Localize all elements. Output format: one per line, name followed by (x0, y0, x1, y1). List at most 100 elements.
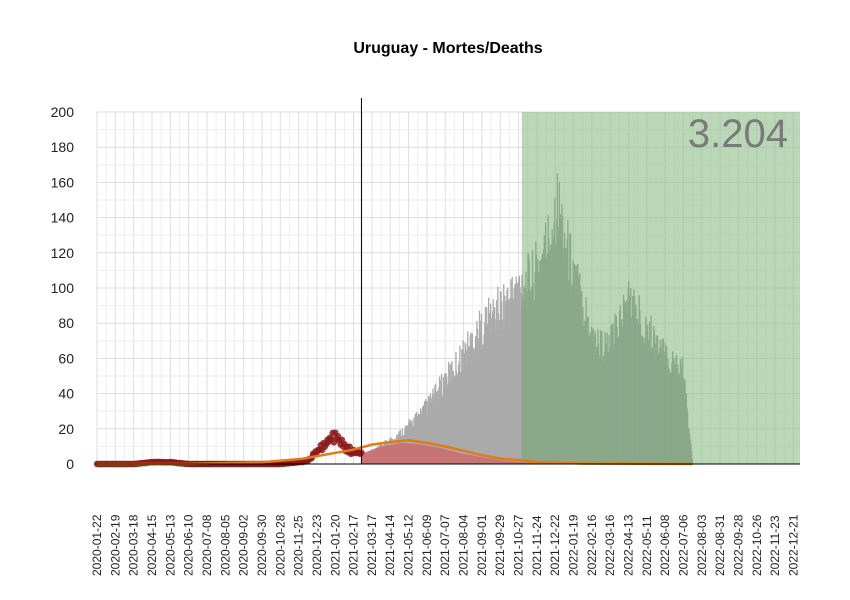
projection-bar (501, 301, 503, 464)
projection-bar (557, 236, 559, 464)
projection-bar (592, 329, 595, 464)
x-tick-label: 2021-09-29 (493, 514, 507, 576)
projection-bar (596, 347, 598, 464)
projection-bar (669, 374, 672, 464)
projection-bar (642, 337, 644, 464)
total-deaths-label: 3.204 (688, 112, 788, 156)
x-tick-label: 2020-12-23 (310, 514, 324, 576)
projection-bar (599, 330, 602, 464)
projection-bar (558, 181, 561, 464)
projection-bar (602, 355, 604, 464)
x-tick-label: 2022-08-31 (713, 514, 727, 576)
x-tick-label: 2022-09-28 (731, 514, 745, 576)
projection-bar (535, 241, 537, 464)
projection-bar (544, 242, 546, 464)
projection-bar (455, 352, 457, 464)
projection-bar (451, 361, 453, 464)
projection-bar (596, 346, 598, 464)
projection-bar (423, 401, 426, 464)
projection-bar (431, 398, 433, 464)
projection-bar (514, 284, 516, 464)
projection-bar (552, 238, 555, 464)
projection-bar (442, 396, 444, 464)
projection-bar (425, 399, 427, 464)
projection-bar (472, 358, 474, 464)
projection-bar (594, 354, 596, 464)
projection-bar (486, 307, 488, 464)
projection-bar (533, 299, 536, 464)
projection-bar (677, 364, 679, 464)
projection-bar (504, 295, 506, 464)
projection-bar (676, 379, 678, 464)
projection-bar (659, 339, 661, 464)
projection-bar (499, 291, 502, 464)
projection-bar (576, 265, 578, 464)
projection-bar (477, 352, 479, 464)
projection-bar (491, 317, 493, 464)
x-tick-label: 2022-11-23 (768, 515, 782, 576)
projection-bar (505, 301, 508, 464)
projection-bar (600, 345, 602, 464)
projection-bar (490, 333, 492, 464)
projection-bar (467, 346, 470, 464)
projection-bar (613, 344, 616, 464)
projection-bar (662, 346, 664, 464)
x-tick-label: 2020-03-18 (127, 514, 141, 576)
projection-bar (419, 408, 422, 464)
projection-bar (525, 272, 527, 464)
projection-bar (563, 266, 565, 464)
projection-bar (568, 280, 570, 464)
x-tick-label: 2021-04-14 (383, 514, 397, 576)
projection-bar (603, 363, 605, 464)
y-tick-label: 140 (51, 210, 75, 226)
projection-bar (501, 319, 504, 464)
projection-bar (649, 321, 651, 464)
projection-bar (605, 355, 608, 464)
projection-bar (615, 325, 617, 464)
projection-bar (643, 343, 645, 464)
projection-bar (662, 338, 665, 464)
projection-bar (454, 377, 456, 464)
projection-bar (449, 364, 451, 464)
x-tick-label: 2021-06-09 (420, 514, 434, 576)
projection-bar (439, 393, 441, 464)
projection-bar (609, 362, 612, 464)
projection-bar (561, 204, 563, 465)
projection-bar (609, 346, 611, 464)
projection-bar (485, 327, 487, 464)
projection-bar (574, 289, 576, 464)
projection-bar (685, 393, 688, 464)
projection-bar (584, 321, 587, 464)
projection-bar (668, 369, 670, 464)
projection-bar (601, 331, 603, 464)
projection-bar (683, 378, 685, 464)
projection-bar (639, 323, 642, 464)
projection-bar (686, 407, 688, 464)
projection-bar (571, 292, 573, 464)
projection-bar (519, 286, 521, 464)
projection-bar (648, 341, 650, 464)
projection-bar (408, 421, 410, 464)
x-tick-label: 2021-02-17 (347, 514, 361, 576)
projection-bar (590, 326, 593, 464)
projection-bar (691, 458, 693, 464)
line-layer (97, 438, 693, 466)
projection-bar (681, 379, 683, 464)
projection-bar (459, 345, 461, 464)
projection-bar (636, 318, 638, 464)
projection-bar (586, 316, 589, 464)
projection-bar (469, 346, 471, 464)
projection-bar (516, 282, 519, 464)
projection-bar (508, 299, 510, 464)
y-tick-label: 20 (58, 421, 74, 437)
projection-bar (508, 321, 511, 464)
projection-bar (484, 322, 486, 464)
y-tick-label: 180 (51, 139, 75, 155)
projection-bar (673, 371, 676, 464)
projection-bar (438, 376, 441, 464)
x-tick-label: 2021-05-12 (402, 514, 416, 576)
projection-bar (656, 335, 659, 464)
projection-bar (558, 227, 560, 464)
projection-bar (675, 354, 678, 464)
x-tick-label: 2022-02-16 (585, 514, 599, 576)
